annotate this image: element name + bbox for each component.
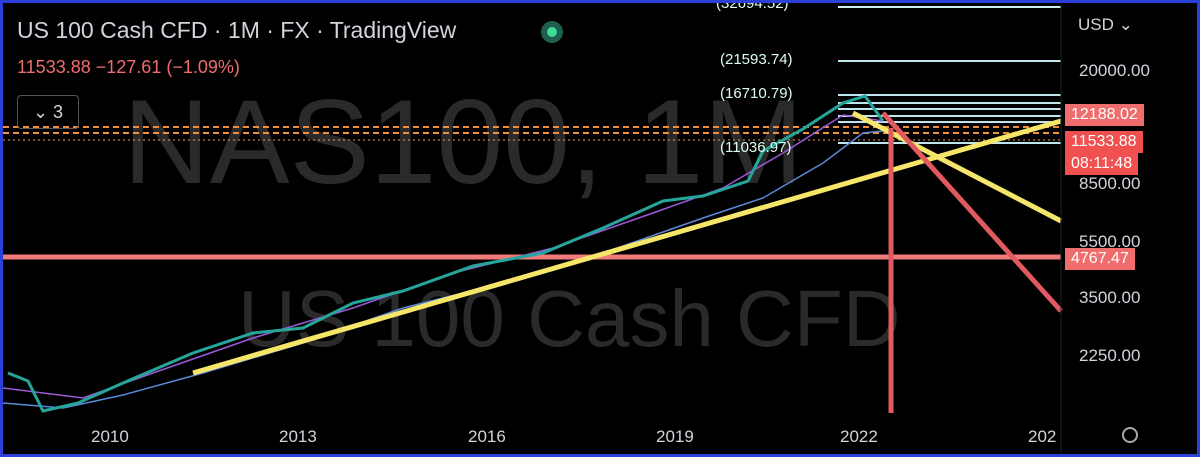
price-label: 5500.00 xyxy=(1079,232,1141,251)
last-price: 11533.88 xyxy=(17,57,91,77)
watermark-symbol: NAS100, 1M xyxy=(123,75,804,209)
chart-drawing xyxy=(3,3,1138,454)
time-label: 2013 xyxy=(279,427,317,446)
fib-label: (32694.52) xyxy=(716,0,789,12)
time-label: 2010 xyxy=(91,427,129,446)
price-change: −127.61 (−1.09%) xyxy=(95,57,240,77)
fib-label: (11036.97) xyxy=(720,139,792,156)
last-price-tag: 11533.88 xyxy=(1065,131,1143,153)
price-label: 3500.00 xyxy=(1079,288,1141,307)
watermark-name: US 100 Cash CFD xyxy=(238,274,901,363)
price-label: 2250.00 xyxy=(1079,346,1141,365)
time-label: 2016 xyxy=(468,427,506,446)
indicator-toggle[interactable]: ⌄ 3 xyxy=(17,95,79,129)
bar-countdown: 08:11:48 xyxy=(1065,153,1139,175)
symbol-title[interactable]: US 100 Cash CFD · 1M · FX · TradingView xyxy=(17,17,457,43)
fib-label: (16710.79) xyxy=(720,85,793,102)
time-label: 2019 xyxy=(656,427,694,446)
market-status xyxy=(541,21,563,43)
price-label: 8500.00 xyxy=(1079,174,1141,193)
level-tag: 4767.47 xyxy=(1065,248,1135,270)
fib-label: (21593.74) xyxy=(720,51,793,68)
time-label: 202 xyxy=(1028,427,1057,446)
currency: USD xyxy=(1078,15,1114,34)
time-label: 2022 xyxy=(840,427,878,446)
price-label: 20000.00 xyxy=(1079,61,1150,80)
indicator-count: 3 xyxy=(53,102,64,122)
price-tag: 12188.02 xyxy=(1065,104,1144,126)
currency-select[interactable]: USD ⌄ xyxy=(1078,15,1133,34)
